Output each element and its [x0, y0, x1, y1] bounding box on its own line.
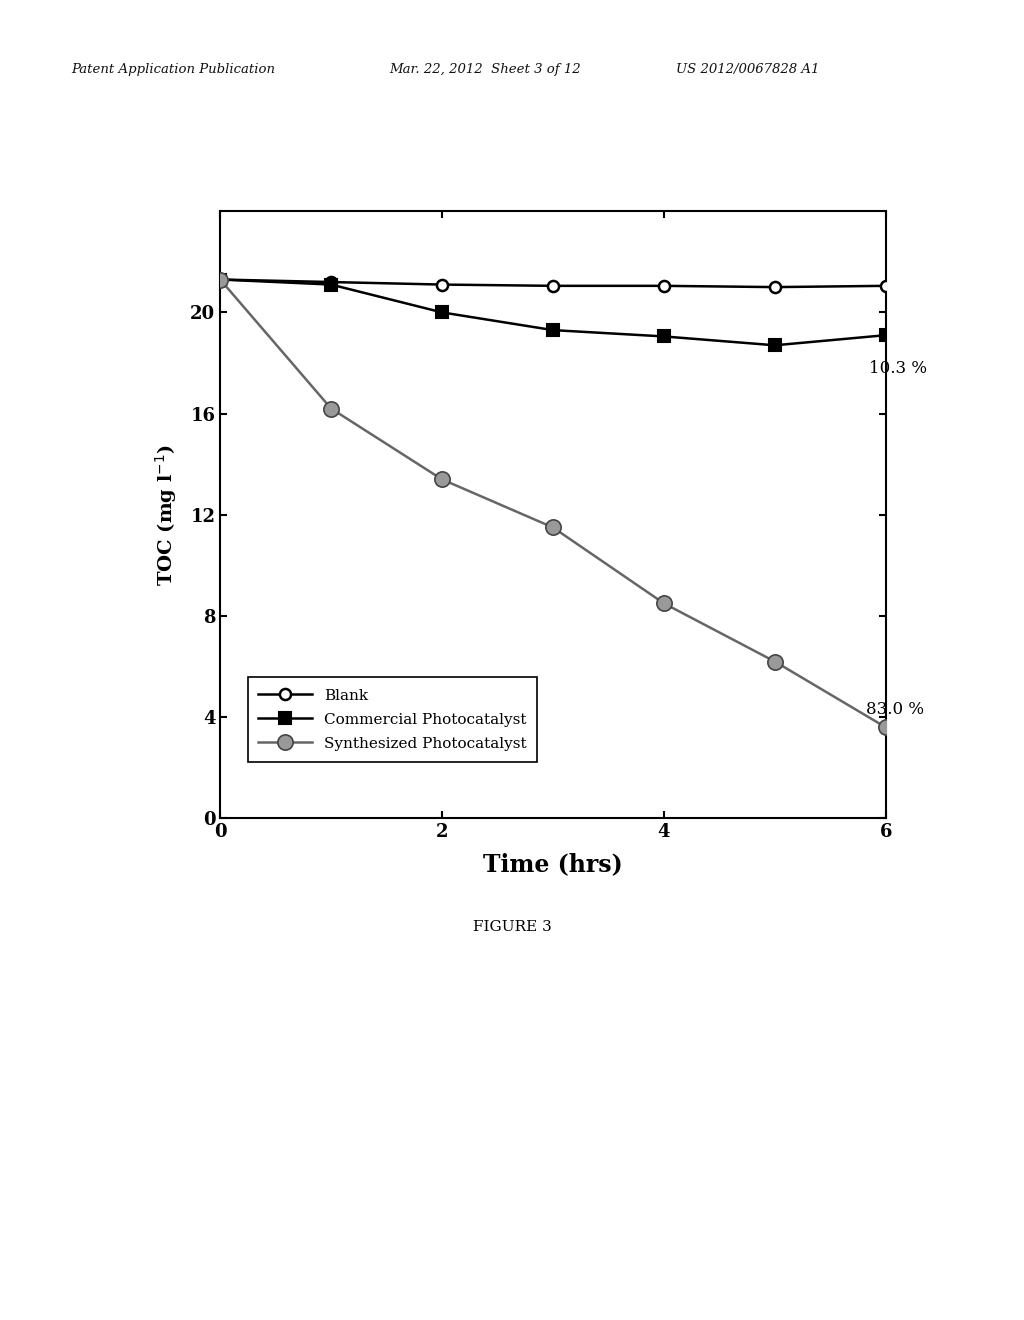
Blank [325, 275, 337, 290]
Synthesized Photocatalyst [880, 719, 892, 735]
Blank [547, 279, 559, 294]
Commercial Photocatalyst [769, 338, 781, 354]
Y-axis label: TOC (mg l$^{-1}$): TOC (mg l$^{-1}$) [154, 444, 179, 586]
Text: 10.3 %: 10.3 % [869, 359, 927, 376]
Commercial Photocatalyst [325, 277, 337, 293]
Text: Mar. 22, 2012  Sheet 3 of 12: Mar. 22, 2012 Sheet 3 of 12 [389, 62, 581, 75]
Commercial Photocatalyst [657, 329, 670, 345]
Synthesized Photocatalyst [214, 272, 226, 288]
Text: 83.0 %: 83.0 % [866, 701, 924, 718]
Synthesized Photocatalyst [325, 401, 337, 417]
Line: Synthesized Photocatalyst: Synthesized Photocatalyst [213, 272, 893, 735]
Commercial Photocatalyst [547, 322, 559, 338]
Commercial Photocatalyst [436, 305, 449, 321]
Legend: Blank, Commercial Photocatalyst, Synthesized Photocatalyst: Blank, Commercial Photocatalyst, Synthes… [248, 677, 538, 762]
Commercial Photocatalyst [214, 272, 226, 288]
Text: US 2012/0067828 A1: US 2012/0067828 A1 [676, 62, 819, 75]
Text: Patent Application Publication: Patent Application Publication [72, 62, 275, 75]
Text: FIGURE 3: FIGURE 3 [473, 920, 551, 933]
Synthesized Photocatalyst [657, 595, 670, 611]
Commercial Photocatalyst [880, 327, 892, 343]
Line: Commercial Photocatalyst: Commercial Photocatalyst [215, 275, 891, 351]
Line: Blank: Blank [215, 275, 891, 293]
Synthesized Photocatalyst [436, 471, 449, 487]
Blank [436, 277, 449, 293]
X-axis label: Time (hrs): Time (hrs) [483, 853, 623, 876]
Blank [657, 279, 670, 294]
Blank [214, 272, 226, 288]
Synthesized Photocatalyst [547, 520, 559, 536]
Synthesized Photocatalyst [769, 653, 781, 669]
Blank [880, 279, 892, 294]
Blank [769, 279, 781, 294]
